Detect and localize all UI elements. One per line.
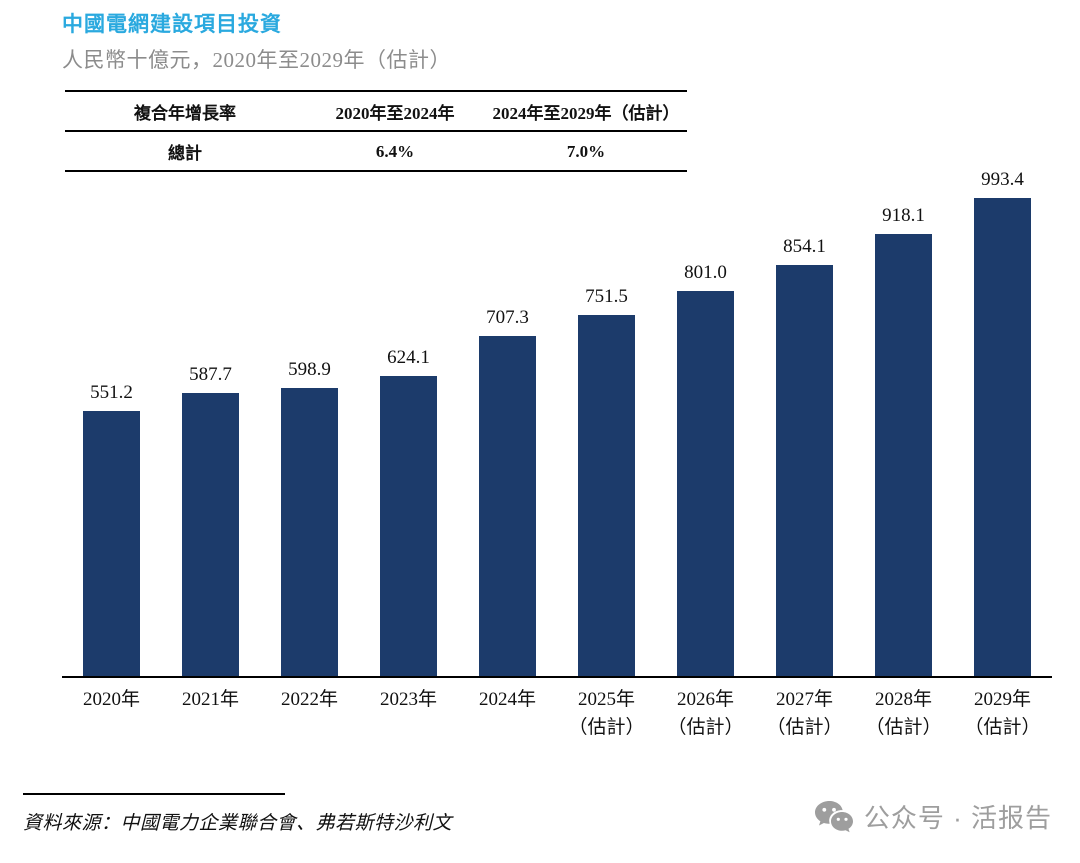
bar-group: 587.7 bbox=[161, 363, 260, 676]
bar-value-label: 551.2 bbox=[90, 382, 133, 403]
bar-group: 707.3 bbox=[458, 306, 557, 676]
x-axis-label: 2020年 bbox=[82, 689, 140, 710]
cagr-table-header-row: 複合年增長率 2020年至2024年 2024年至2029年（估計） bbox=[65, 92, 687, 132]
bar bbox=[380, 376, 437, 676]
bar bbox=[479, 336, 536, 676]
bar-group: 624.1 bbox=[359, 346, 458, 676]
cagr-row-label: 總計 bbox=[168, 144, 202, 163]
bar-group: 598.9 bbox=[260, 358, 359, 676]
x-axis-label: 2026年 （估計） bbox=[667, 689, 744, 738]
cagr-value-2020-2024: 6.4% bbox=[375, 141, 415, 161]
bar bbox=[677, 291, 734, 676]
cagr-col2-header: 2020年至2024年 bbox=[335, 104, 455, 123]
x-axis-label: 2024年 bbox=[478, 689, 536, 710]
bar-value-label: 854.1 bbox=[783, 236, 826, 257]
x-axis-label: 2022年 bbox=[280, 689, 338, 710]
bar-group: 918.1 bbox=[854, 204, 953, 676]
page-title: 中國電網建設項目投資 bbox=[62, 12, 282, 36]
watermark-text: 公众号 · 活报告 bbox=[863, 803, 1052, 833]
bar bbox=[83, 411, 140, 676]
bar-value-label: 707.3 bbox=[486, 307, 529, 328]
cagr-col3-header: 2024年至2029年（估計） bbox=[492, 104, 680, 123]
bar-value-label: 598.9 bbox=[288, 359, 331, 380]
plot-area: 551.2 587.7 598.9 624.1 707.3 751.5 801.0 854.1… bbox=[62, 169, 1052, 678]
bar bbox=[776, 265, 833, 676]
bar-value-label: 624.1 bbox=[387, 347, 430, 368]
bar-group: 551.2 bbox=[62, 381, 161, 676]
bar bbox=[578, 315, 635, 676]
bar bbox=[182, 393, 239, 676]
x-axis-label: 2027年 （估計） bbox=[766, 689, 843, 738]
x-axis-label: 2023年 bbox=[379, 689, 437, 710]
source-divider bbox=[23, 793, 285, 795]
x-axis-label: 2025年 （估計） bbox=[568, 689, 645, 738]
bar-group: 854.1 bbox=[755, 235, 854, 676]
source-note: 資料來源：中國電力企業聯合會、弗若斯特沙利文 bbox=[23, 813, 453, 834]
bar-group: 751.5 bbox=[557, 285, 656, 676]
bar-value-label: 993.4 bbox=[981, 169, 1024, 190]
bar-value-label: 801.0 bbox=[684, 262, 727, 283]
bar bbox=[974, 198, 1031, 676]
cagr-table-value-row: 總計 6.4% 7.0% bbox=[65, 132, 687, 172]
wechat-icon bbox=[814, 801, 853, 833]
bar-group: 993.4 bbox=[953, 168, 1052, 676]
bar-value-label: 587.7 bbox=[189, 364, 232, 385]
x-axis-label: 2029年 （估計） bbox=[964, 689, 1041, 738]
bar-value-label: 751.5 bbox=[585, 286, 628, 307]
x-axis-label: 2021年 bbox=[181, 689, 239, 710]
cagr-col1-header: 複合年增長率 bbox=[134, 104, 236, 123]
cagr-value-2024-2029: 7.0% bbox=[566, 141, 606, 161]
x-axis-labels: 2020年 2021年 2022年 2023年 2024年 2025年 （估計） 2026年（… bbox=[62, 686, 1052, 742]
x-axis-label: 2028年 （估計） bbox=[865, 689, 942, 738]
watermark: 公众号 · 活报告 bbox=[814, 798, 1052, 835]
bar-group: 801.0 bbox=[656, 261, 755, 676]
bar-value-label: 918.1 bbox=[882, 205, 925, 226]
bar bbox=[281, 388, 338, 676]
page-subtitle: 人民幣十億元，2020年至2029年（估計） bbox=[62, 48, 451, 72]
bar bbox=[875, 234, 932, 676]
cagr-table: 複合年增長率 2020年至2024年 2024年至2029年（估計） 總計 6.… bbox=[65, 90, 687, 172]
